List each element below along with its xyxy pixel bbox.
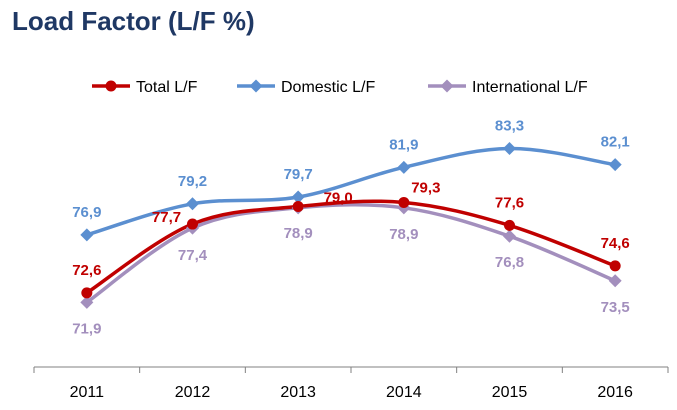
x-tick-label: 2016 (597, 384, 633, 401)
data-labels: 76,9 79,2 79,7 81,9 83,3 82,1 71,9 77,4 78,9 78,9… (72, 117, 630, 337)
legend-swatch-marker (249, 79, 263, 93)
legend-label: International L/F (472, 79, 588, 96)
chart-title: Load Factor (L/F %) (12, 6, 255, 36)
data-point (609, 260, 621, 272)
data-point (504, 219, 515, 231)
legend-swatch-marker (105, 80, 117, 92)
data-label: 81,9 (389, 136, 418, 153)
data-label: 83,3 (495, 117, 524, 134)
data-point (187, 218, 198, 230)
data-point (80, 228, 94, 242)
data-label: 77,4 (178, 247, 208, 264)
data-point (398, 196, 410, 208)
data-label: 72,6 (72, 262, 101, 279)
data-point (503, 229, 516, 243)
x-tick-label: 2014 (386, 384, 422, 401)
data-label: 71,9 (72, 320, 101, 337)
series-line-1 (85, 146, 617, 237)
data-point (608, 274, 622, 288)
data-point (81, 287, 93, 299)
data-point (291, 190, 305, 204)
data-label: 79,3 (411, 179, 440, 196)
series-line-0 (85, 199, 617, 295)
data-label: 74,6 (601, 235, 630, 252)
data-label: 77,6 (495, 194, 524, 211)
data-label: 78,9 (389, 226, 418, 243)
legend-label: Total L/F (136, 79, 198, 96)
data-label: 77,7 (152, 209, 181, 226)
data-point (186, 197, 199, 211)
legend: Total L/F Domestic L/F International L/F (92, 79, 588, 96)
data-point (608, 158, 622, 172)
series-line-2 (85, 202, 617, 305)
x-axis: 2011 2012 2013 2014 2015 2016 (33, 366, 669, 401)
data-label: 79,7 (284, 166, 313, 183)
data-label: 73,5 (601, 299, 630, 316)
data-point (397, 160, 411, 174)
data-label: 76,9 (72, 204, 101, 221)
x-tick-label: 2012 (175, 384, 211, 401)
legend-label: Domestic L/F (281, 79, 375, 96)
data-label: 76,8 (495, 254, 524, 271)
data-point (292, 201, 304, 212)
data-label: 79,2 (178, 173, 207, 190)
series-markers (80, 141, 622, 309)
data-point (503, 141, 516, 155)
series-lines (85, 146, 617, 305)
x-tick-label: 2013 (280, 384, 316, 401)
data-point (80, 295, 94, 309)
data-label: 82,1 (601, 134, 630, 151)
data-label: 79,0 (324, 190, 353, 207)
x-tick-label: 2015 (492, 384, 528, 401)
x-tick-label: 2011 (70, 384, 105, 401)
data-label: 78,9 (284, 225, 313, 242)
legend-swatch-marker (440, 79, 454, 93)
